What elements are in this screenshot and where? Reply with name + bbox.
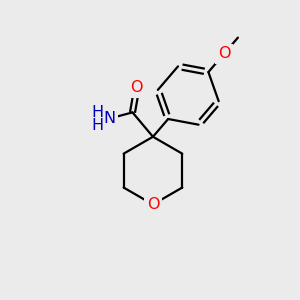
Text: H: H (91, 118, 103, 133)
Text: N: N (104, 111, 116, 126)
Text: H: H (91, 105, 103, 120)
Text: O: O (147, 197, 159, 212)
Text: O: O (130, 80, 143, 95)
Text: O: O (218, 46, 230, 61)
